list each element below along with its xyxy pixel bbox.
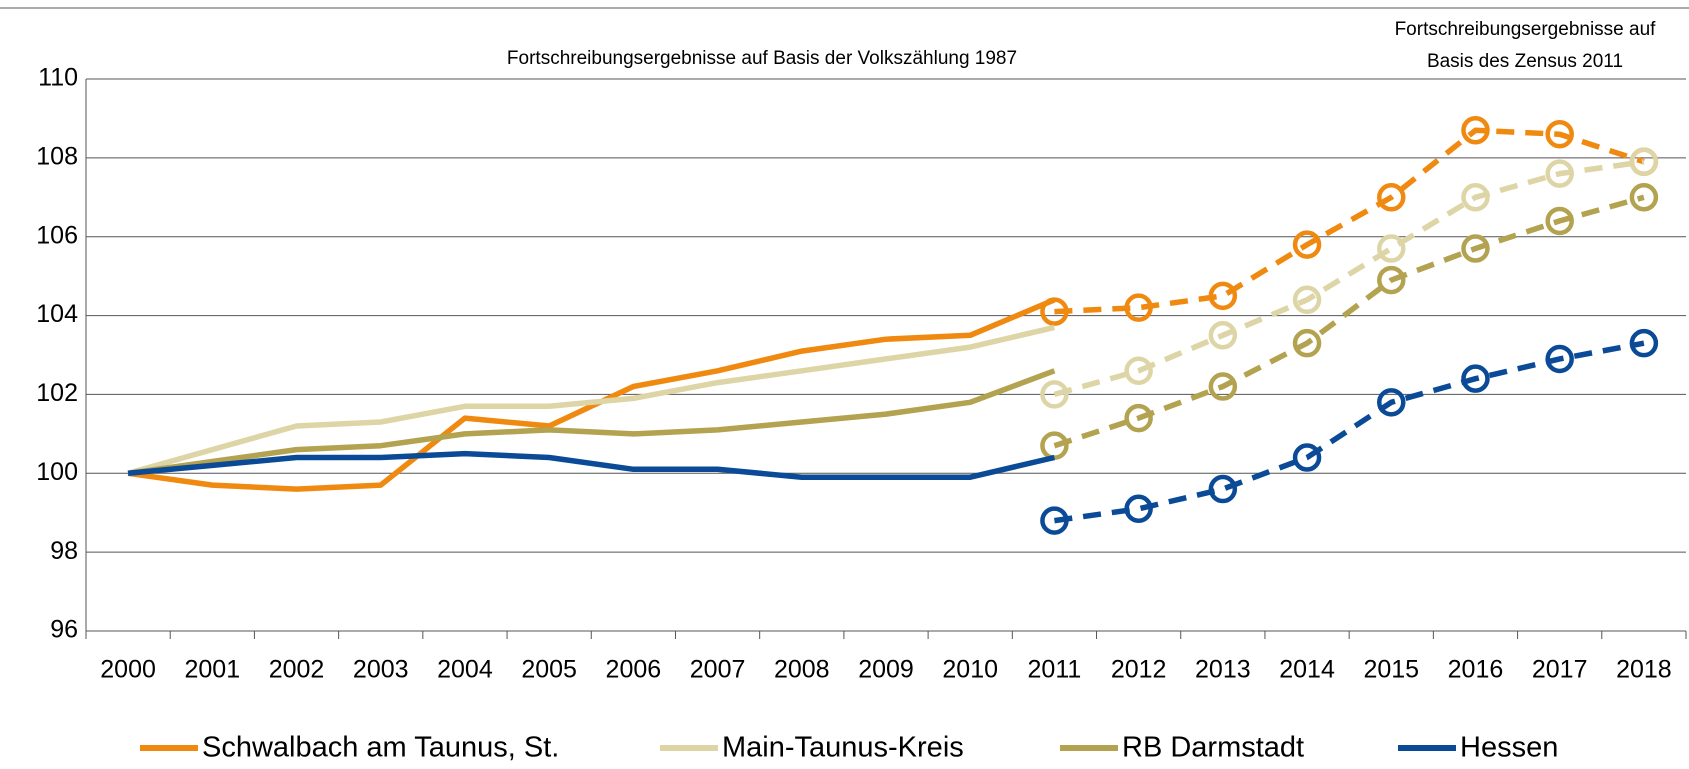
x-tick-label: 2010 (942, 656, 998, 684)
marker (1545, 344, 1574, 374)
marker (1040, 506, 1069, 535)
y-tick-label: 104 (36, 300, 78, 328)
marker (1377, 183, 1406, 212)
y-tick-label: 110 (38, 64, 78, 92)
legend-label: Schwalbach am Taunus, St. (202, 732, 559, 764)
marker (1208, 321, 1238, 350)
legend-label: Main-Taunus-Kreis (722, 732, 964, 764)
marker (1461, 364, 1490, 393)
marker (1545, 159, 1574, 188)
x-tick-label: 2015 (1363, 656, 1419, 684)
x-tick-label: 2017 (1532, 656, 1588, 684)
x-tick-label: 2014 (1279, 656, 1335, 684)
marker (1124, 356, 1153, 386)
marker (1208, 372, 1238, 401)
marker (1040, 380, 1069, 409)
y-tick-label: 98 (50, 537, 78, 565)
x-tick-label: 2016 (1448, 656, 1504, 684)
marker (1292, 328, 1322, 358)
y-tick-label: 106 (36, 221, 78, 249)
x-tick-label: 2018 (1616, 656, 1672, 684)
marker (1292, 230, 1322, 259)
marker (1208, 281, 1238, 311)
legend-label: RB Darmstadt (1122, 732, 1304, 764)
marker (1629, 328, 1659, 358)
marker (1124, 494, 1153, 524)
x-tick-label: 2007 (690, 656, 746, 684)
annotation: Fortschreibungsergebnisse auf Basis der … (507, 48, 1017, 69)
x-tick-label: 2011 (1028, 656, 1082, 684)
x-tick-label: 2002 (269, 656, 325, 684)
marker (1545, 206, 1574, 236)
x-tick-label: 2008 (774, 656, 830, 684)
x-tick-label: 2003 (353, 656, 409, 684)
x-tick-label: 2006 (606, 656, 662, 684)
legend-label: Hessen (1460, 732, 1558, 764)
marker (1377, 388, 1406, 417)
marker (1461, 183, 1490, 212)
marker (1629, 147, 1659, 177)
marker (1377, 234, 1406, 263)
y-tick-label: 100 (36, 458, 78, 486)
y-tick-label: 102 (36, 379, 78, 407)
x-tick-label: 2001 (185, 656, 241, 684)
x-tick-label: 2005 (521, 656, 577, 684)
y-tick-label: 96 (50, 616, 78, 644)
dashed-line (1053, 194, 1645, 449)
x-tick-label: 2009 (858, 656, 914, 684)
marker (1124, 403, 1153, 433)
marker (1629, 183, 1659, 212)
marker (1040, 297, 1069, 326)
x-tick-label: 2000 (100, 656, 156, 684)
dashed-line (1054, 340, 1645, 524)
dashed-line (1053, 159, 1645, 398)
annotation: Fortschreibungsergebnisse auf (1395, 19, 1657, 40)
line (127, 450, 1056, 480)
line (127, 368, 1056, 477)
marker (1545, 119, 1574, 149)
marker (1377, 265, 1406, 295)
y-tick-label: 108 (36, 142, 78, 170)
x-tick-label: 2012 (1111, 656, 1167, 684)
marker (1461, 116, 1490, 145)
marker (1292, 285, 1322, 315)
x-tick-label: 2004 (437, 656, 493, 684)
line (127, 297, 1056, 492)
marker (1461, 234, 1490, 263)
marker (1124, 293, 1153, 322)
marker (1208, 474, 1238, 504)
annotation: Basis des Zensus 2011 (1427, 51, 1623, 72)
marker (1292, 443, 1322, 472)
x-tick-label: 2013 (1195, 656, 1251, 684)
line (127, 324, 1056, 476)
